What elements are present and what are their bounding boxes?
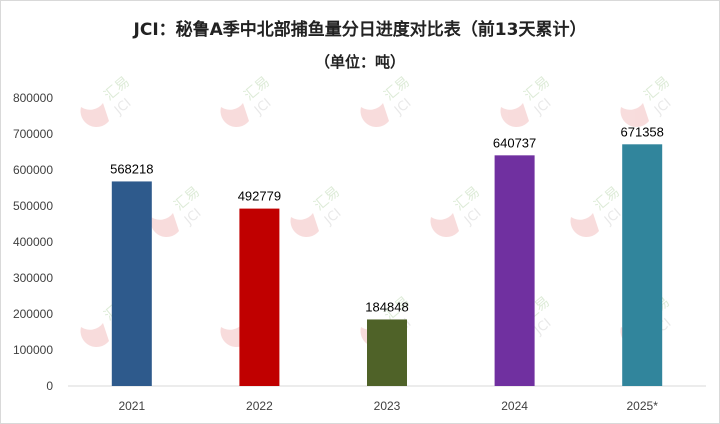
- watermark-text: 汇易: [641, 74, 673, 104]
- x-tick-label: 2021: [118, 399, 145, 413]
- bar: [622, 144, 663, 386]
- chart-subtitle: （单位：吨）: [314, 53, 405, 71]
- y-tick-label: 200000: [13, 307, 53, 321]
- watermark-text: JCI: [391, 96, 414, 119]
- data-label: 492779: [238, 189, 281, 204]
- watermark-text: JCI: [251, 96, 274, 119]
- watermark-mark: [220, 103, 249, 128]
- y-tick-label: 400000: [13, 235, 53, 249]
- bar: [494, 155, 535, 386]
- y-tick-label: 100000: [13, 343, 53, 357]
- watermark-text: JCI: [321, 206, 344, 229]
- x-tick-label: 2023: [374, 399, 401, 413]
- bar: [367, 319, 407, 386]
- watermark-mark: [570, 213, 599, 238]
- watermark-text: 汇易: [101, 74, 133, 104]
- watermark-mark: [80, 103, 109, 128]
- watermark-mark: [290, 213, 319, 238]
- bar: [111, 181, 152, 386]
- x-tick-label: 2024: [501, 399, 528, 413]
- watermark-text: JCI: [651, 96, 674, 119]
- y-tick-label: 700000: [13, 127, 53, 141]
- watermark-text: 汇易: [451, 184, 483, 214]
- watermark-text: 汇易: [171, 184, 203, 214]
- x-tick-label: 2025*: [627, 399, 659, 413]
- data-label: 640737: [493, 135, 536, 150]
- watermark-text: JCI: [461, 206, 484, 229]
- y-tick-label: 800000: [13, 91, 53, 105]
- watermark-mark: [150, 213, 179, 238]
- chart-title: JCI：秘鲁A季中北部捕鱼量分日进度对比表（前13天累计）: [133, 20, 587, 40]
- watermark-text: 汇易: [241, 74, 273, 104]
- watermark-text: JCI: [531, 316, 554, 339]
- watermark-text: JCI: [531, 96, 554, 119]
- data-label: 184848: [365, 299, 408, 314]
- watermark-text: 汇易: [381, 74, 413, 104]
- watermark-text: JCI: [181, 206, 204, 229]
- y-tick-label: 500000: [13, 199, 53, 213]
- watermark-mark: [430, 213, 459, 238]
- data-label: 671358: [621, 124, 664, 139]
- watermark-text: 汇易: [311, 184, 343, 214]
- watermark-text: 汇易: [591, 184, 623, 214]
- watermark-mark: [80, 323, 109, 348]
- watermark-text: 汇易: [521, 74, 553, 104]
- y-tick-label: 0: [46, 379, 53, 393]
- watermark-text: JCI: [601, 206, 624, 229]
- x-tick-label: 2022: [246, 399, 273, 413]
- watermark-mark: [500, 103, 529, 128]
- watermark-mark: [360, 103, 389, 128]
- y-tick-label: 300000: [13, 271, 53, 285]
- y-tick-label: 600000: [13, 163, 53, 177]
- bar: [239, 208, 280, 386]
- data-label: 568218: [110, 161, 153, 176]
- watermark-text: JCI: [111, 96, 134, 119]
